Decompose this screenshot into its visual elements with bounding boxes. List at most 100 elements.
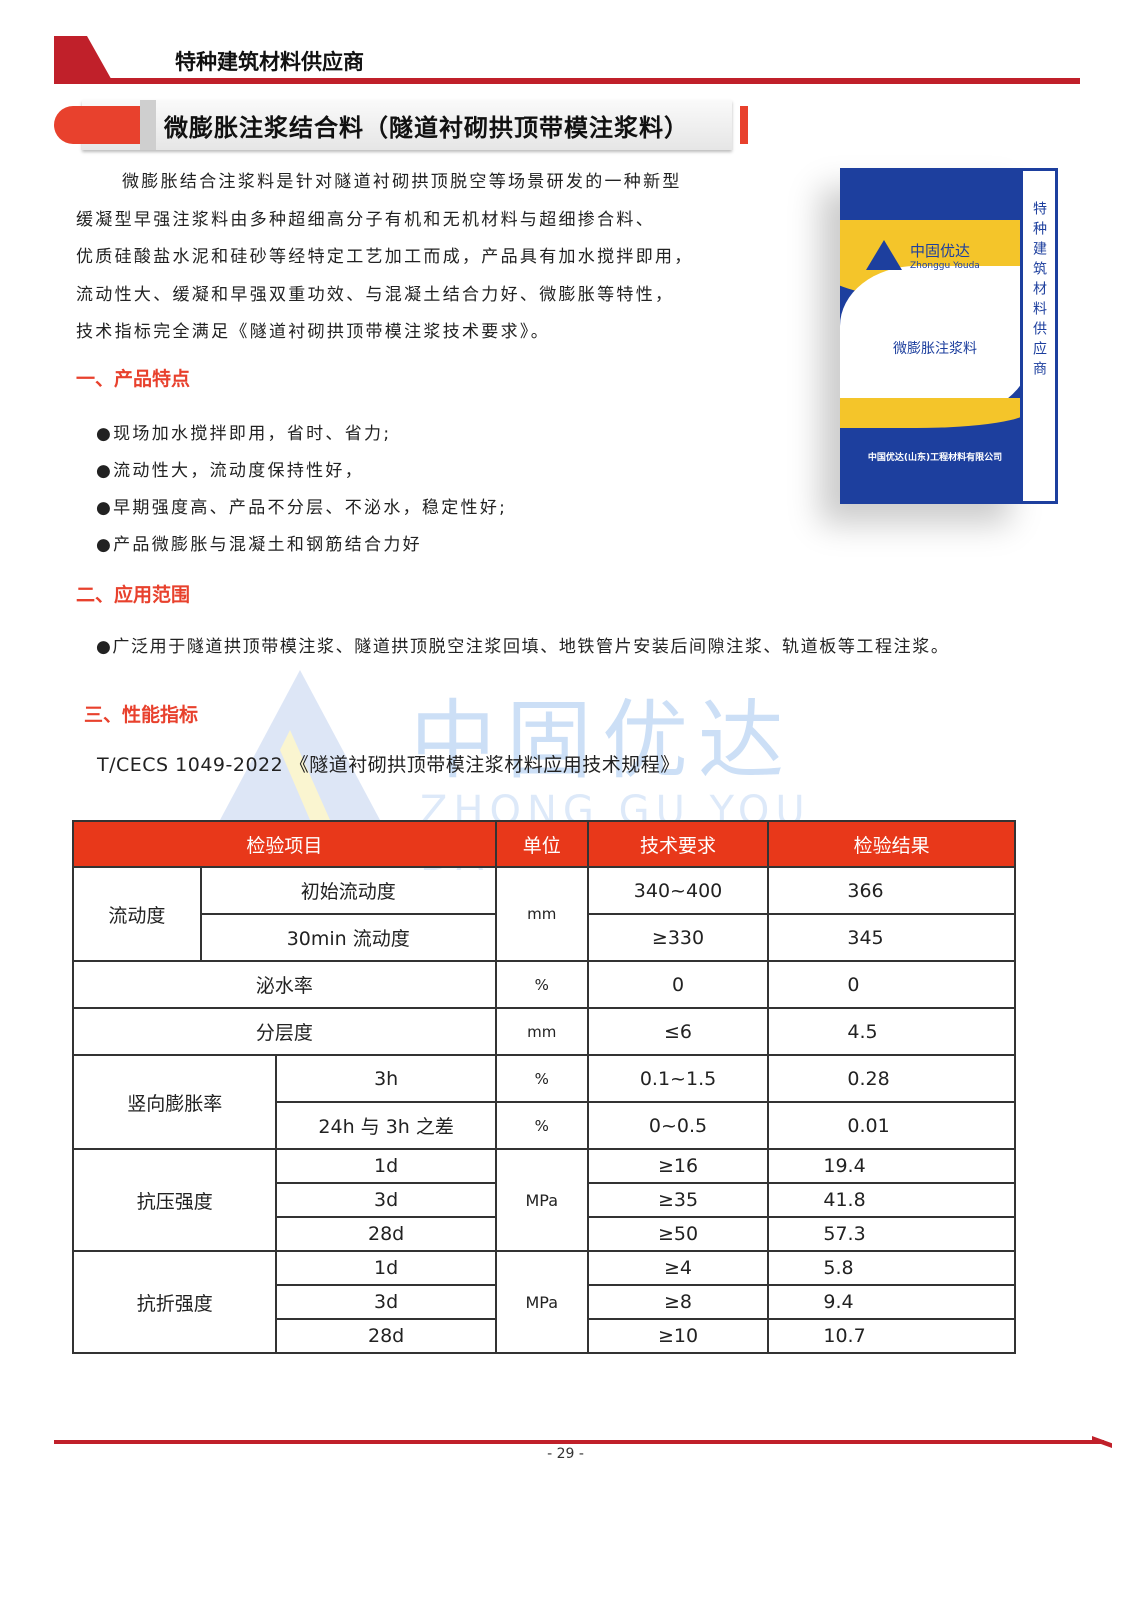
table-row: 3d ≥8 9.4 (73, 1284, 1016, 1320)
intro-line: 微膨胀结合注浆料是针对隧道衬砌拱顶脱空等场景研发的一种新型 (122, 172, 682, 192)
brand-logo-icon (866, 240, 902, 270)
product-bag-image: 中固优达 Zhonggu Youda 微膨胀注浆料 中国优达(山东)工程材料有限… (840, 168, 1030, 504)
column-header: 单位 (494, 820, 589, 868)
table-row: 28d ≥50 57.3 (73, 1216, 1016, 1252)
group-label: 流动度 (72, 866, 202, 962)
item-cell: 泌水率 (72, 960, 497, 1009)
feature-item: ●现场加水搅拌即用，省时、省力; (96, 424, 392, 444)
table-row: 流动度 初始流动度 mm 340~400 366 (72, 866, 1016, 962)
table-row: 泌水率 % 0 0 (72, 960, 1016, 1009)
result-cell: 345 (767, 913, 1016, 962)
requirement-cell: 0~0.5 (586, 1101, 770, 1150)
requirement-cell: 340~400 (586, 866, 770, 915)
title-pill-decoration (54, 106, 144, 144)
table-row: 竖向膨胀率 3h % 0.1~1.5 0.28 (71, 1054, 1016, 1150)
watermark-logo-icon (220, 670, 380, 820)
requirement-cell: 0 (586, 960, 770, 1009)
table-row: 抗折强度 1d MPa ≥4 5.8 (71, 1250, 1016, 1354)
result-cell: 5.8 (767, 1250, 1016, 1286)
bag-side-text: 特种建筑材料供应商 (1031, 201, 1047, 381)
intro-line: 优质硅酸盐水泥和硅砂等经特定工艺加工而成，产品具有加水搅拌即用， (76, 247, 694, 267)
result-cell: 0 (767, 960, 1016, 1009)
brand-name-en: Zhonggu Youda (910, 261, 980, 271)
header-title: 特种建筑材料供应商 (175, 50, 364, 74)
brand-name: 中固优达 (910, 242, 971, 260)
product-bag-side: 特种建筑材料供应商 (1020, 168, 1058, 504)
table-row: 分层度 mm ≤6 4.5 (72, 1007, 1016, 1056)
requirement-cell: ≥35 (586, 1182, 770, 1218)
requirement-cell: ≤6 (586, 1007, 770, 1056)
watermark-text: 中固优达 (410, 691, 794, 791)
feature-item: ●早期强度高、产品不分层、不泌水，稳定性好; (96, 498, 508, 518)
result-cell: 0.28 (767, 1054, 1016, 1103)
table-row: 28d ≥10 10.7 (73, 1318, 1016, 1354)
item-cell: 28d (275, 1318, 497, 1354)
title-banner (82, 100, 732, 150)
item-cell: 3h (275, 1054, 497, 1103)
item-cell: 30min 流动度 (199, 913, 497, 962)
header-rule (54, 78, 1080, 84)
result-cell: 366 (767, 866, 1016, 915)
unit-cell: % (494, 960, 589, 1009)
group-label: 竖向膨胀率 (71, 1054, 278, 1150)
performance-table: 检验项目 单位 技术要求 检验结果 流动度 初始流动度 mm 340~400 3… (71, 820, 1016, 1354)
item-cell: 1d (275, 1148, 497, 1184)
unit-cell: % (494, 1054, 589, 1103)
result-cell: 57.3 (767, 1216, 1016, 1252)
item-cell: 28d (275, 1216, 497, 1252)
table-row: 24h 与 3h 之差 % 0~0.5 0.01 (73, 1101, 1016, 1150)
item-cell: 1d (275, 1250, 497, 1286)
requirement-cell: ≥330 (586, 913, 770, 962)
unit-cell: MPa (494, 1250, 589, 1354)
page-title: 微膨胀注浆结合料（隧道衬砌拱顶带模注浆料） (164, 114, 689, 142)
features-list: ●现场加水搅拌即用，省时、省力; ●流动性大，流动度保持性好， ●早期强度高、产… (96, 416, 507, 564)
section-title-features: 一、产品特点 (76, 368, 191, 390)
requirement-cell: ≥8 (586, 1284, 770, 1320)
title-end-mark (740, 106, 748, 144)
table-row: 抗压强度 1d MPa ≥16 19.4 (71, 1148, 1016, 1252)
page-number: - 29 - (547, 1446, 584, 1462)
requirement-cell: ≥4 (586, 1250, 770, 1286)
column-header: 技术要求 (586, 820, 770, 868)
table-header-row: 检验项目 单位 技术要求 检验结果 (72, 820, 1016, 868)
requirement-cell: ≥16 (586, 1148, 770, 1184)
intro-line: 缓凝型早强注浆料由多种超细高分子有机和无机材料与超细掺合料、 (76, 209, 655, 230)
header-decoration (54, 36, 114, 84)
unit-cell: mm (494, 1007, 589, 1056)
result-cell: 4.5 (767, 1007, 1016, 1056)
column-header: 检验结果 (767, 820, 1016, 868)
result-cell: 0.01 (767, 1101, 1016, 1150)
unit-cell: % (494, 1101, 589, 1150)
intro-line: 流动性大、缓凝和早强双重功效、与混凝土结合力好、微膨胀等特性， (76, 284, 675, 305)
feature-item: ●产品微膨胀与混凝土和钢筋结合力好 (96, 535, 422, 555)
section-title-scope: 二、应用范围 (76, 584, 191, 606)
title-separator (140, 100, 156, 150)
bag-company: 中国优达(山东)工程材料有限公司 (867, 453, 1003, 463)
unit-cell: MPa (494, 1148, 589, 1252)
bag-product-name: 微膨胀注浆料 (893, 341, 977, 357)
intro-paragraph: 微膨胀结合注浆料是针对隧道衬砌拱顶脱空等场景研发的一种新型 缓凝型早强注浆料由多… (76, 164, 796, 352)
column-header: 检验项目 (72, 820, 497, 868)
scope-item: ●广泛用于隧道拱顶带模注浆、隧道拱顶脱空注浆回填、地铁管片安装后间隙注浆、轨道板… (96, 637, 950, 657)
section-title-performance: 三、性能指标 (84, 704, 199, 726)
footer-rule (54, 1440, 1104, 1444)
result-cell: 19.4 (767, 1148, 1016, 1184)
requirement-cell: 0.1~1.5 (586, 1054, 770, 1103)
item-cell: 3d (275, 1182, 497, 1218)
table-row: 30min 流动度 ≥330 345 (73, 913, 1016, 962)
result-cell: 10.7 (767, 1318, 1016, 1354)
item-cell: 初始流动度 (199, 866, 497, 915)
item-cell: 分层度 (72, 1007, 497, 1056)
requirement-cell: ≥50 (586, 1216, 770, 1252)
item-cell: 24h 与 3h 之差 (275, 1101, 497, 1150)
unit-cell: mm (494, 866, 589, 962)
requirement-cell: ≥10 (586, 1318, 770, 1354)
result-cell: 41.8 (767, 1182, 1016, 1218)
group-label: 抗压强度 (71, 1148, 278, 1252)
intro-line: 技术指标完全满足《隧道衬砌拱顶带模注浆技术要求》。 (76, 322, 550, 342)
group-label: 抗折强度 (71, 1250, 278, 1354)
standard-reference: T/CECS 1049-2022 《隧道衬砌拱顶带模注浆材料应用技术规程》 (97, 754, 680, 776)
item-cell: 3d (275, 1284, 497, 1320)
feature-item: ●流动性大，流动度保持性好， (96, 461, 365, 481)
result-cell: 9.4 (767, 1284, 1016, 1320)
